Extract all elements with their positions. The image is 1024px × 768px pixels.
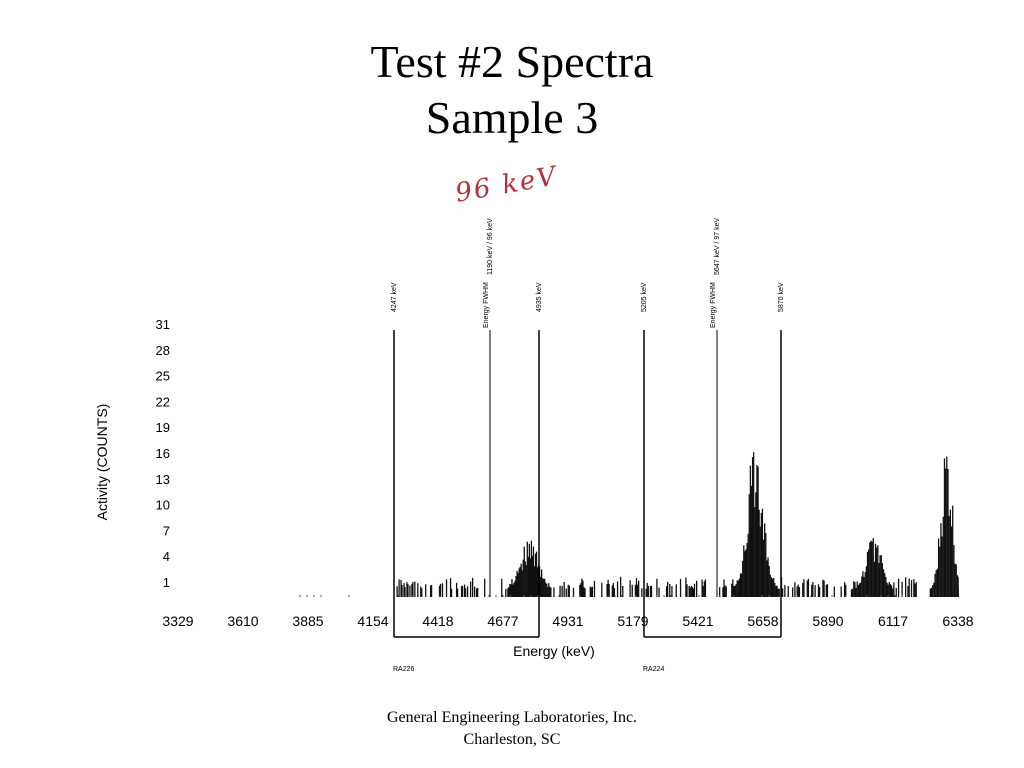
y-tick-label: 22 (156, 394, 170, 409)
x-axis-title-group: Energy (keV) (513, 643, 595, 659)
roi-peak-energy-label: 5647 keV / 97 keV (714, 217, 721, 275)
slide-title: Test #2 Spectra Sample 3 (0, 34, 1024, 146)
y-axis-title-group: Activity (COUNTS) (94, 404, 110, 521)
roi-peak-label: Energy FWHM (710, 282, 717, 328)
y-tick-label: 19 (156, 420, 170, 435)
x-tick-labels: 3329 3610 3885 4154 4418 4677 4931 5179 5421 5658… (162, 613, 973, 629)
x-tick-label: 3610 (227, 613, 258, 629)
y-tick-label: 7 (163, 523, 170, 538)
y-tick-labels: 1 4 7 10 13 16 19 22 25 28 31 (156, 317, 170, 590)
footer-company: General Engineering Laboratories, Inc. (386, 709, 638, 726)
y-tick-label: 1 (163, 575, 170, 590)
y-tick-label: 4 (163, 549, 170, 564)
footer: General Engineering Laboratories, Inc. C… (0, 707, 1024, 751)
roi-start-label: 5205 keV (641, 282, 648, 312)
x-tick-label: 5179 (617, 613, 648, 629)
spectrum-bars (299, 452, 959, 597)
x-axis-title: Energy (keV) (513, 643, 595, 659)
x-tick-label: 4418 (422, 613, 453, 629)
roi-peak-label: Energy FWHM (483, 282, 490, 328)
roi-start-label: 4247 keV (391, 282, 398, 312)
roi-nuclide-tag: RA224 (643, 666, 665, 673)
title-line-1: Test #2 Spectra (370, 36, 654, 87)
x-tick-label: 3885 (292, 613, 323, 629)
roi-regions: 4247 keV 4935 keV Energy FWHM 1190 keV / 96… (391, 217, 785, 673)
x-tick-label: 4154 (357, 613, 388, 629)
x-tick-label: 5658 (747, 613, 778, 629)
footer-location: Charleston, SC (463, 731, 561, 748)
title-line-2: Sample 3 (425, 92, 599, 143)
x-tick-label: 4931 (552, 613, 583, 629)
x-tick-label: 4677 (487, 613, 518, 629)
x-tick-label: 6117 (878, 613, 908, 629)
y-tick-label: 28 (156, 343, 170, 358)
y-tick-label: 31 (156, 317, 170, 332)
x-tick-label: 5421 (682, 613, 713, 629)
y-tick-label: 10 (156, 498, 170, 513)
x-tick-label: 6338 (942, 613, 973, 629)
roi-end-label: 5870 keV (778, 282, 785, 312)
y-tick-label: 13 (156, 472, 170, 487)
x-tick-label: 3329 (162, 613, 193, 629)
y-axis-title: Activity (COUNTS) (94, 404, 110, 521)
y-tick-label: 25 (156, 369, 170, 384)
roi-end-label: 4935 keV (536, 282, 543, 312)
roi-nuclide-tag: RA226 (393, 666, 415, 673)
y-tick-label: 16 (156, 446, 170, 461)
x-tick-label: 5890 (812, 613, 843, 629)
roi-peak-energy-label: 1190 keV / 96 keV (487, 218, 494, 275)
